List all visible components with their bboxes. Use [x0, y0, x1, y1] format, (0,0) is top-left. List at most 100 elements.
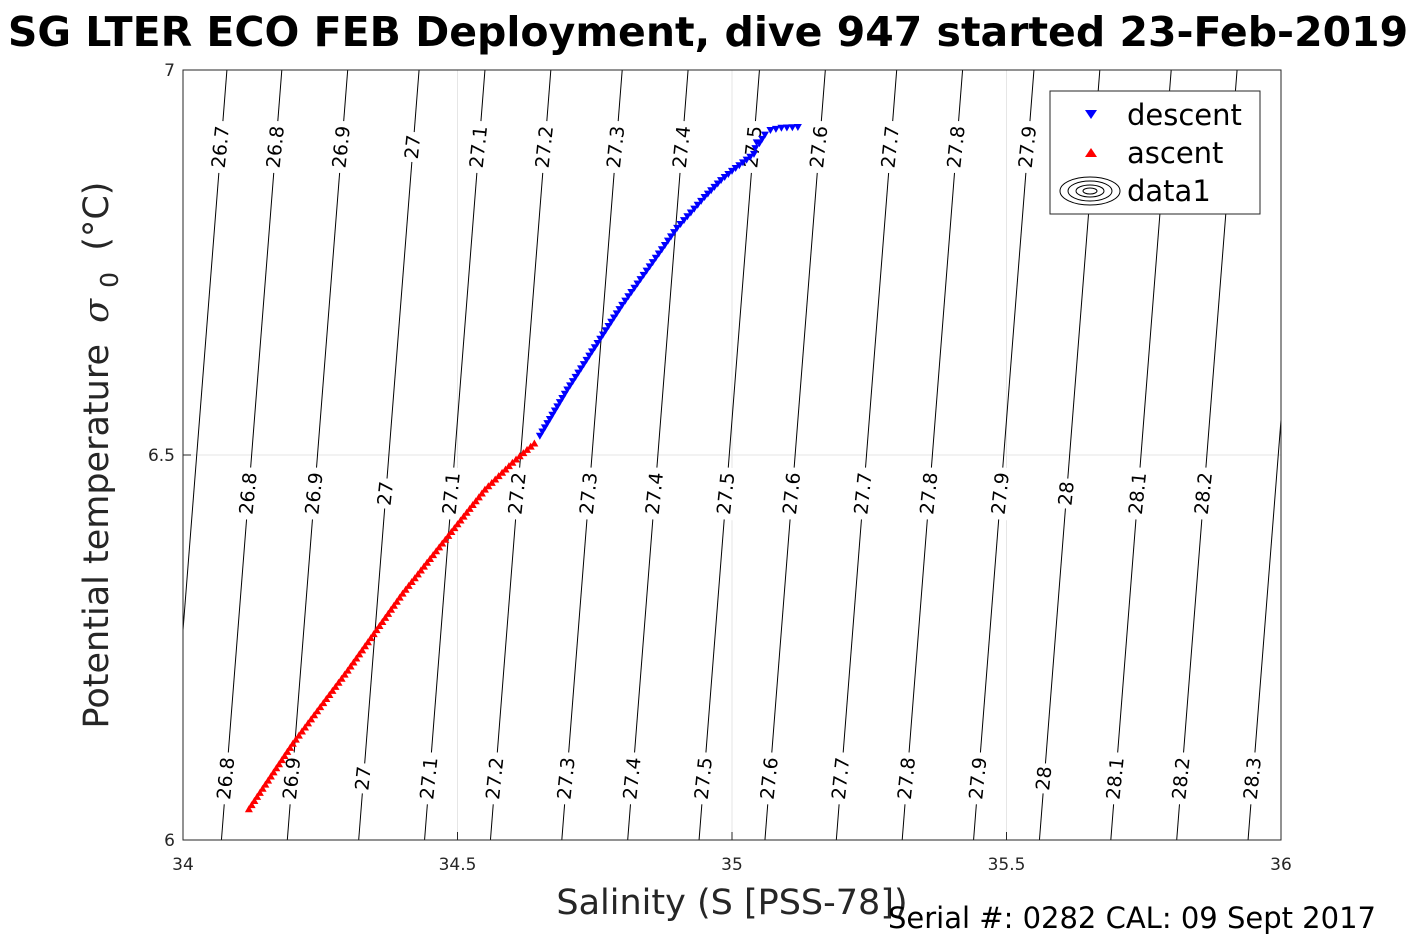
ascent-point — [465, 504, 474, 512]
descent-point — [590, 344, 599, 352]
series-ascent — [244, 439, 539, 813]
x-tick-label-1: 34.5 — [439, 855, 477, 875]
ascent-point — [363, 638, 372, 646]
descent-point — [697, 197, 706, 205]
contour-label-gap — [1238, 751, 1266, 806]
descent-point — [612, 310, 621, 318]
ascent-point — [291, 735, 300, 743]
ascent-point — [369, 630, 378, 638]
ascent-point — [387, 605, 396, 613]
contour-line-27.5 — [698, 70, 760, 840]
contour-line-27.9 — [973, 70, 1035, 840]
descent-point — [751, 145, 760, 153]
contour-label-text: 27.9 — [1015, 125, 1041, 169]
descent-point — [574, 369, 583, 377]
contour-label-27.3-row2: 27.3 — [551, 751, 580, 806]
contour-label-28.1-row1: 28.1 — [1123, 466, 1151, 521]
ascent-point — [416, 566, 425, 574]
contour-label-text: 27.7 — [828, 756, 854, 800]
contour-label-text: 27.6 — [779, 471, 805, 515]
ascent-point — [340, 670, 349, 678]
x-axis-label: Salinity (S [PSS-78]) — [556, 883, 907, 923]
ascent-point — [280, 752, 289, 760]
contour-label-27.7-row2: 27.7 — [826, 751, 854, 806]
contour-label-27.5-row1: 27.5 — [711, 466, 739, 521]
descent-point — [568, 378, 577, 386]
ascent-point — [244, 805, 253, 813]
contour-label-gap — [372, 477, 398, 510]
contour-label-text: 28 — [1032, 765, 1056, 791]
contour-label-text: 27.6 — [757, 756, 783, 800]
ascent-point — [471, 497, 480, 505]
ascent-point — [378, 617, 387, 625]
descent-point — [571, 373, 580, 381]
legend-ascent-marker — [1085, 148, 1097, 157]
ascent-point — [266, 772, 275, 780]
contour-label-text: 28.2 — [1191, 471, 1217, 515]
ascent-point — [346, 662, 355, 670]
ascent-point — [334, 678, 343, 686]
contour-label-text: 28 — [1054, 480, 1078, 506]
contour-label-text: 27.8 — [943, 125, 969, 169]
descent-point — [667, 233, 675, 241]
contour-label-27.4-row0: 27.4 — [667, 119, 695, 174]
contour-label-text: 27 — [374, 480, 398, 506]
contour-label-gap — [711, 466, 739, 521]
contour-label-text: 27.6 — [806, 125, 832, 169]
ascent-point — [468, 501, 477, 509]
contour-label-27-row2: 27 — [350, 762, 376, 795]
ascent-point — [450, 524, 459, 532]
contour-label-text: 27.7 — [878, 125, 904, 169]
plot-area — [182, 69, 1282, 841]
contour-label-28.3-row2: 28.3 — [1238, 751, 1266, 806]
contour-label-gap — [667, 119, 695, 174]
ascent-point — [366, 634, 375, 642]
contour-label-27.8-row0: 27.8 — [941, 119, 970, 174]
descent-point — [601, 327, 610, 335]
ascent-point — [255, 788, 264, 796]
contour-label-text: 26.8 — [213, 756, 239, 800]
ascent-point — [398, 589, 407, 597]
contour-label-gap — [574, 466, 602, 521]
contour-label-text: 27.8 — [894, 756, 920, 800]
y-tick-label-2: 7 — [164, 61, 175, 81]
descent-point — [788, 124, 797, 132]
contour-label-27.9-row0: 27.9 — [1013, 119, 1041, 174]
descent-point — [633, 280, 642, 288]
contour-label-gap — [1189, 466, 1217, 521]
contour-line-27.6 — [764, 70, 826, 840]
legend-descent-label: descent — [1127, 98, 1242, 132]
descent-point — [724, 170, 733, 178]
contour-label-text: 26.8 — [263, 125, 289, 169]
contour-label-gap — [941, 119, 970, 174]
contour-label-text: 27.2 — [532, 125, 558, 169]
contour-label-26.8-row1: 26.8 — [233, 466, 262, 521]
ascent-point — [462, 508, 471, 516]
descent-point — [742, 156, 751, 164]
ascent-point — [355, 650, 364, 658]
contour-label-27.6-row2: 27.6 — [755, 751, 783, 806]
contour-label-text: 27.3 — [603, 125, 629, 169]
descent-point — [749, 150, 758, 158]
contour-label-27.8-row1: 27.8 — [914, 466, 943, 521]
ascent-point — [319, 699, 328, 707]
contour-label-text: 27.5 — [691, 756, 717, 800]
contour-label-text: 27.9 — [965, 756, 991, 800]
descent-point — [630, 284, 639, 292]
ascent-point — [269, 768, 278, 776]
descent-point — [793, 123, 802, 131]
ascent-point — [474, 493, 483, 501]
ascent-point — [277, 756, 286, 764]
contour-label-gap — [480, 751, 508, 806]
contour-label-27.3-row1: 27.3 — [574, 466, 602, 521]
descent-point — [710, 183, 719, 191]
ascent-point — [261, 780, 270, 788]
ascent-point — [456, 516, 465, 524]
contour-label-text: 28.2 — [1168, 756, 1194, 800]
contour-label-26.9-row1: 26.9 — [299, 466, 328, 521]
contour-label-gap — [1013, 119, 1041, 174]
contour-label-text: 26.9 — [279, 756, 305, 800]
y-axis-label: Potential temperature σ 0 (°C) — [77, 182, 124, 729]
descent-point — [596, 335, 605, 343]
descent-point — [755, 140, 764, 148]
